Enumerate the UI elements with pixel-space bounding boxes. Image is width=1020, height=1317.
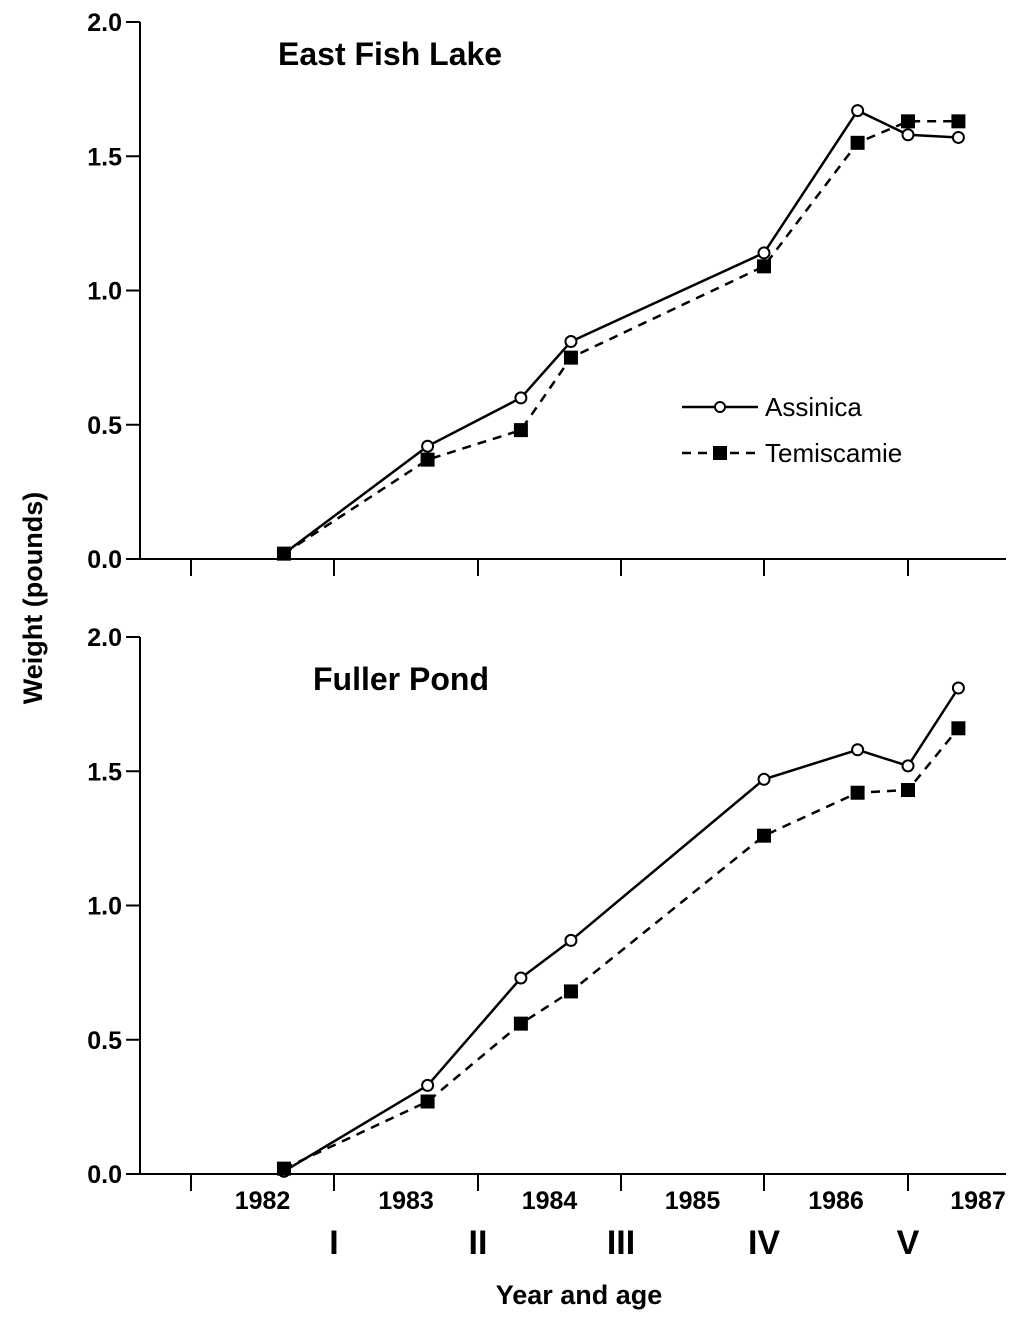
- data-point-temiscamie: [757, 259, 771, 274]
- x-tick-label-year: 1987: [950, 1187, 1006, 1215]
- y-tick-label: 0.0: [87, 546, 122, 574]
- data-point-assinica: [851, 104, 865, 118]
- data-point-temiscamie: [513, 423, 528, 438]
- y-tick-label: 2.0: [87, 624, 122, 652]
- fuller-pond-panel: Fuller Pond 0.0 0.5 1.0 1.5 2.0 1982 1983 1984 1…: [87, 624, 1006, 1262]
- y-tick-label: 2.0: [87, 9, 122, 37]
- data-point-assinica: [514, 391, 528, 405]
- data-point-temiscamie: [850, 785, 865, 800]
- east-fish-lake-panel: East Fish Lake 0.0 0.5 1.0 1.5 2.0: [87, 9, 1006, 576]
- x-tick-label-year: 1984: [522, 1187, 578, 1215]
- data-point-assinica: [901, 759, 915, 773]
- data-point-temiscamie: [276, 1161, 291, 1176]
- x-tick-label-year: 1983: [378, 1187, 434, 1215]
- data-point-temiscamie: [757, 828, 771, 843]
- data-point-temiscamie: [563, 984, 578, 999]
- data-point-assinica: [757, 772, 771, 786]
- y-tick-label: 0.5: [87, 1027, 122, 1055]
- y-tick-label: 0.5: [87, 412, 122, 440]
- x-axis-title: Year and age: [496, 1280, 663, 1310]
- y-tick-label: 0.0: [87, 1161, 122, 1189]
- series-line-assinica: [283, 687, 960, 1173]
- data-point-temiscamie: [420, 452, 435, 467]
- x-tick-label-year: 1985: [665, 1187, 721, 1215]
- data-point-temiscamie: [513, 1016, 528, 1031]
- age-label: II: [469, 1224, 488, 1262]
- data-point-assinica: [564, 335, 578, 349]
- data-point-assinica: [901, 128, 915, 142]
- legend: Assinica Temiscamie: [682, 392, 902, 468]
- data-point-assinica: [514, 971, 528, 985]
- data-point-temiscamie: [901, 114, 915, 129]
- age-label: I: [329, 1224, 338, 1262]
- y-axis-title: Weight (pounds): [18, 492, 48, 704]
- y-tick-label: 1.0: [87, 278, 122, 306]
- data-point-assinica: [421, 439, 435, 453]
- data-point-temiscamie: [901, 783, 915, 798]
- age-label: III: [607, 1224, 635, 1262]
- data-point-assinica: [564, 933, 578, 947]
- x-tick-label-year: 1982: [235, 1187, 291, 1215]
- panel-title-fuller-pond: Fuller Pond: [313, 661, 489, 697]
- data-point-temiscamie: [563, 350, 578, 365]
- series-line-assinica: [283, 109, 959, 555]
- data-point-assinica: [421, 1078, 435, 1092]
- data-point-assinica: [951, 681, 965, 695]
- y-tick-label: 1.0: [87, 893, 122, 921]
- legend-marker-temiscamie: [713, 446, 727, 460]
- age-label: IV: [748, 1224, 780, 1262]
- series-line-temiscamie: [283, 120, 959, 555]
- data-point-assinica: [851, 743, 865, 757]
- data-point-temiscamie: [276, 546, 291, 561]
- data-point-assinica: [757, 246, 771, 260]
- age-label: V: [897, 1224, 920, 1262]
- x-tick-label-year: 1986: [808, 1187, 864, 1215]
- y-tick-label: 1.5: [87, 143, 122, 171]
- data-point-temiscamie: [951, 114, 966, 129]
- data-point-temiscamie: [850, 135, 865, 150]
- legend-label-temiscamie: Temiscamie: [765, 438, 902, 468]
- legend-marker-assinica: [714, 401, 726, 413]
- series-line-temiscamie: [283, 727, 960, 1170]
- data-point-temiscamie: [951, 721, 966, 736]
- data-point-assinica: [951, 130, 965, 144]
- legend-label-assinica: Assinica: [765, 392, 862, 422]
- y-tick-label: 1.5: [87, 758, 122, 786]
- data-point-temiscamie: [420, 1094, 435, 1109]
- panel-title-east-fish-lake: East Fish Lake: [278, 36, 502, 72]
